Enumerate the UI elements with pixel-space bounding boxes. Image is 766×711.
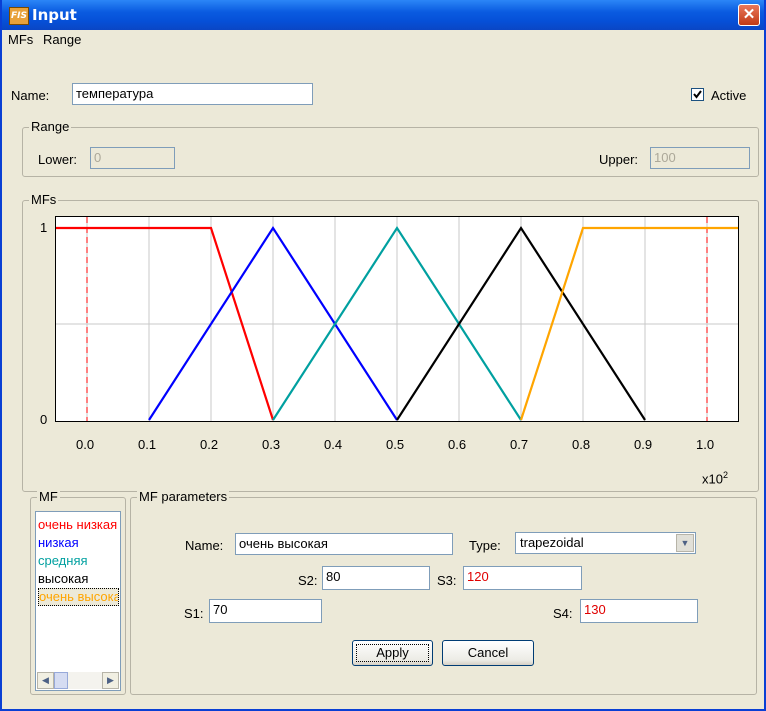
type-select-value: trapezoidal <box>520 535 584 550</box>
range-group: Range <box>22 119 759 177</box>
x-multiplier-label: x102 <box>702 470 728 487</box>
checkmark-icon <box>693 90 702 99</box>
s1-input[interactable]: 70 <box>209 599 322 623</box>
s2-input[interactable]: 80 <box>322 566 430 590</box>
active-label: Active <box>711 88 747 103</box>
close-button[interactable]: ✕ <box>738 4 760 26</box>
mf-list-hscrollbar[interactable]: ◀ ▶ <box>37 672 119 689</box>
mf-listbox[interactable]: очень низкая низкая средняя высокая очен… <box>35 511 121 691</box>
x-tick-label-3: 0.3 <box>262 437 281 452</box>
type-label: Type: <box>469 538 501 553</box>
type-select[interactable]: trapezoidal ▼ <box>515 532 696 554</box>
mf-list-title: MF <box>37 489 60 504</box>
mf-plot[interactable] <box>55 216 739 422</box>
mf-name-label: Name: <box>185 538 224 553</box>
y-tick-label-0: 0 <box>40 412 48 427</box>
upper-input[interactable]: 100 <box>650 147 750 169</box>
cancel-button-label: Cancel <box>467 645 509 660</box>
mfs-group-title: MFs <box>29 192 59 207</box>
apply-button[interactable]: Apply <box>352 640 433 666</box>
x-tick-label-0: 0.0 <box>76 437 95 452</box>
mf-list-group: MF <box>30 489 126 695</box>
x-tick-label-4: 0.4 <box>324 437 343 452</box>
mf-list-item-1[interactable]: низкая <box>38 535 79 550</box>
s3-input[interactable]: 120 <box>463 566 582 590</box>
s2-label: S2: <box>298 573 318 588</box>
mf-curve-0 <box>56 226 275 421</box>
x-tick-label-9: 0.9 <box>634 437 653 452</box>
mf-params-group: MF parameters <box>130 489 757 695</box>
upper-label: Upper: <box>599 152 639 167</box>
x-tick-label-1: 0.1 <box>138 437 157 452</box>
mf-curve-4 <box>519 226 738 421</box>
range-group-title: Range <box>29 119 72 134</box>
x-tick-label-5: 0.5 <box>386 437 405 452</box>
x-tick-label-8: 0.8 <box>572 437 591 452</box>
chevron-down-icon[interactable]: ▼ <box>676 534 694 552</box>
mf-list-item-3[interactable]: высокая <box>38 571 89 586</box>
menu-range[interactable]: Range <box>43 32 82 47</box>
scroll-left-icon[interactable]: ◀ <box>37 672 54 689</box>
apply-button-label: Apply <box>376 645 409 660</box>
window-title: Input <box>32 6 77 24</box>
name-label: Name: <box>11 88 50 103</box>
mfs-group: MFs <box>22 192 759 492</box>
active-checkbox[interactable] <box>691 88 704 101</box>
x-tick-label-6: 0.6 <box>448 437 467 452</box>
mf-list-item-0[interactable]: очень низкая <box>38 517 118 532</box>
s3-label: S3: <box>437 573 457 588</box>
title-bar[interactable]: FIS Input ✕ <box>2 0 764 30</box>
fis-app-icon: FIS <box>9 7 29 25</box>
menu-bar: MFs Range <box>2 30 764 50</box>
scroll-thumb[interactable] <box>54 672 68 689</box>
mf-params-title: MF parameters <box>137 489 230 504</box>
x-tick-label-7: 0.7 <box>510 437 529 452</box>
lower-label: Lower: <box>38 152 78 167</box>
s4-label: S4: <box>553 606 573 621</box>
y-tick-label-1: 1 <box>40 220 48 235</box>
scroll-right-icon[interactable]: ▶ <box>102 672 119 689</box>
mf-curve-3 <box>396 225 646 421</box>
x-tick-label-10: 1.0 <box>696 437 715 452</box>
x-tick-label-2: 0.2 <box>200 437 219 452</box>
s4-input[interactable]: 130 <box>580 599 698 623</box>
variable-name-input[interactable]: температура <box>72 83 313 105</box>
mf-list-item-4[interactable]: очень высокая <box>38 588 119 606</box>
s1-label: S1: <box>184 606 204 621</box>
cancel-button[interactable]: Cancel <box>442 640 534 666</box>
mf-list-item-2[interactable]: средняя <box>38 553 88 568</box>
lower-input[interactable]: 0 <box>90 147 175 169</box>
mf-plot-svg <box>56 217 738 421</box>
close-icon: ✕ <box>742 6 756 23</box>
menu-mfs[interactable]: MFs <box>8 32 34 47</box>
mf-curve-2 <box>272 225 522 421</box>
mf-curve-1 <box>148 225 398 421</box>
mf-name-input[interactable]: очень высокая <box>235 533 453 555</box>
